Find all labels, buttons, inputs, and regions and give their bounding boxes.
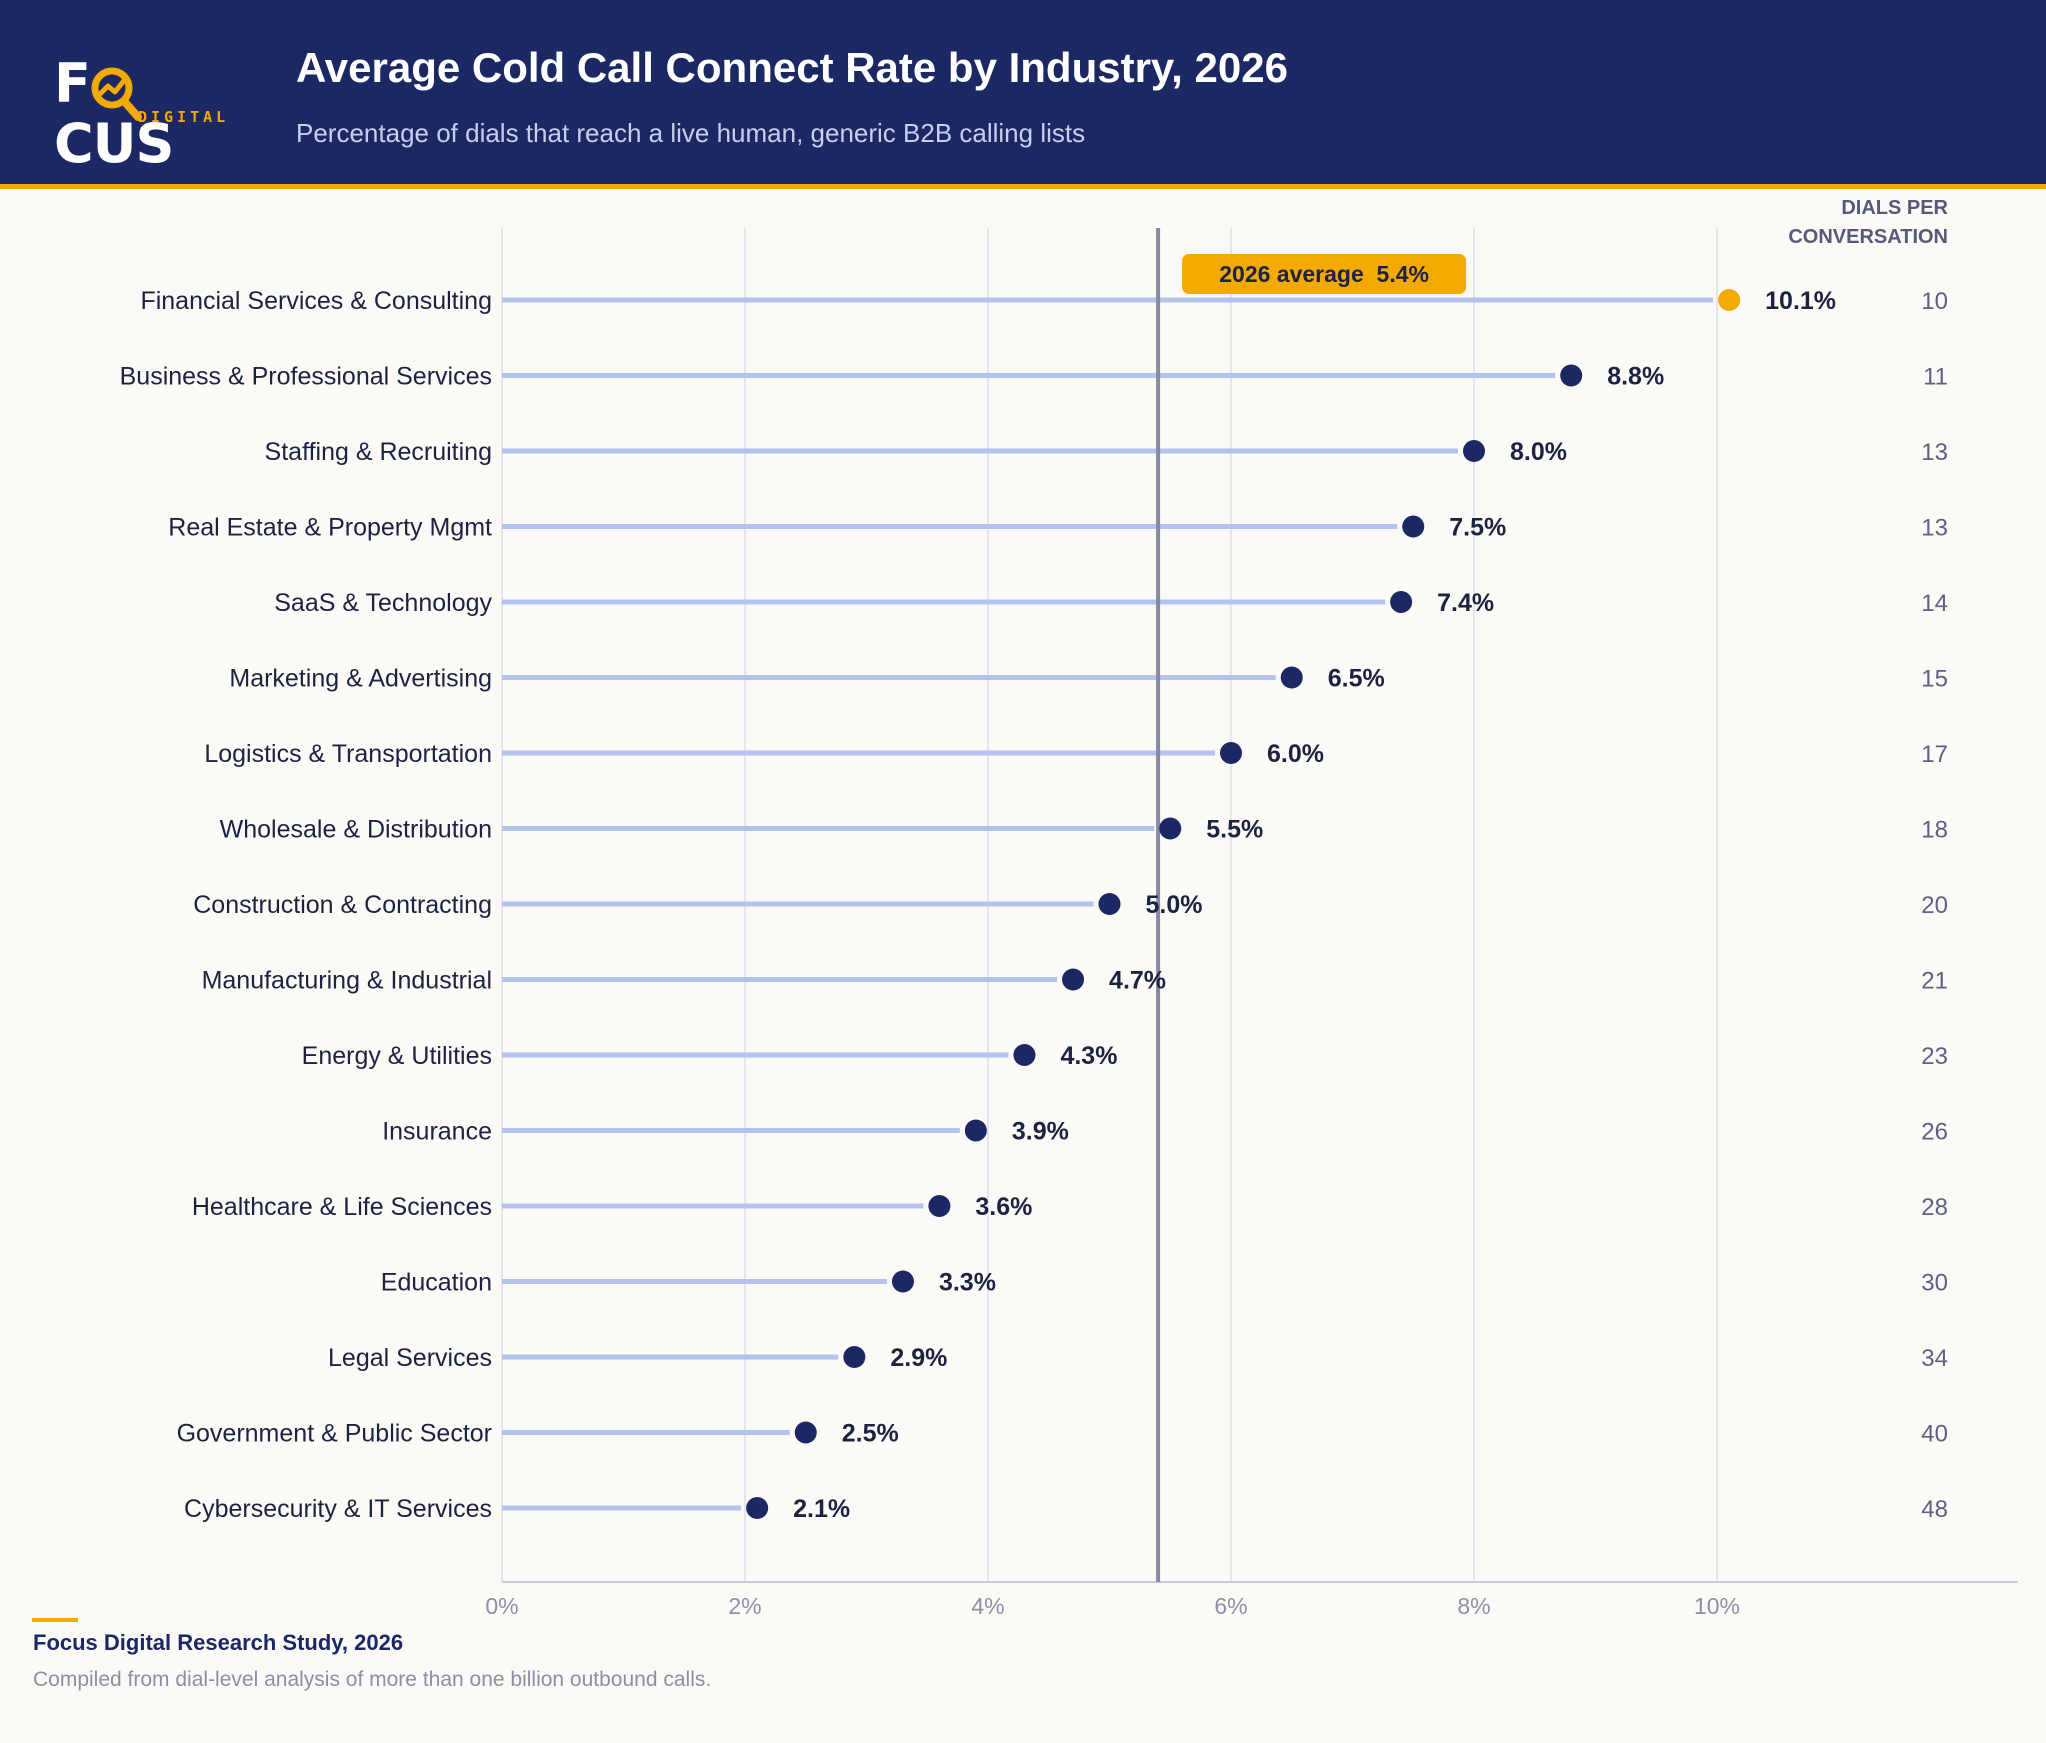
x-tick-label: 2% — [728, 1593, 761, 1619]
dials-per-conversation-value: 34 — [1921, 1345, 1948, 1372]
dials-per-conversation-value: 40 — [1921, 1421, 1948, 1448]
lollipop-dot — [1220, 742, 1242, 764]
category-label: Government & Public Sector — [177, 1420, 492, 1448]
dials-per-conversation-value: 20 — [1921, 892, 1948, 919]
category-label: Construction & Contracting — [193, 891, 492, 919]
value-label: 4.3% — [1060, 1042, 1117, 1070]
value-label: 7.4% — [1437, 589, 1494, 617]
value-label: 2.1% — [793, 1495, 850, 1523]
category-label: Wholesale & Distribution — [220, 816, 492, 844]
value-label: 5.0% — [1146, 891, 1203, 919]
lollipop-dot — [1390, 591, 1413, 613]
lollipop-dot — [794, 1421, 817, 1444]
lollipop-dot — [746, 1497, 769, 1519]
lollipop-dot — [928, 1195, 951, 1217]
lollipop-dot — [1402, 515, 1425, 538]
category-label: Marketing & Advertising — [229, 665, 492, 693]
x-tick-label: 0% — [485, 1593, 518, 1619]
lollipop-dot — [1463, 440, 1485, 462]
category-label: SaaS & Technology — [274, 589, 492, 617]
footer-title: Focus Digital Research Study, 2026 — [33, 1630, 404, 1655]
value-label: 5.5% — [1206, 816, 1263, 844]
dials-per-conversation-value: 23 — [1921, 1043, 1948, 1070]
value-label: 2.5% — [842, 1420, 899, 1448]
x-tick-label: 8% — [1457, 1593, 1490, 1619]
category-label: Staffing & Recruiting — [265, 438, 492, 466]
category-label: Manufacturing & Industrial — [202, 967, 492, 995]
logo-subtext: DIGITAL — [138, 108, 230, 126]
category-label: Healthcare & Life Sciences — [192, 1193, 492, 1221]
footer-note: Compiled from dial-level analysis of mor… — [33, 1668, 712, 1691]
dials-per-conversation-value: 28 — [1921, 1194, 1948, 1221]
category-label: Energy & Utilities — [302, 1042, 492, 1070]
lollipop-dot — [1098, 893, 1121, 915]
value-label: 3.9% — [1012, 1118, 1069, 1146]
dials-per-conversation-value: 26 — [1921, 1119, 1948, 1146]
dials-per-conversation-value: 15 — [1921, 666, 1948, 693]
dials-per-conversation-value: 10 — [1921, 288, 1948, 315]
value-label: 6.0% — [1267, 740, 1324, 768]
value-label: 4.7% — [1109, 967, 1166, 995]
x-tick-label: 4% — [971, 1593, 1004, 1619]
dials-per-conversation-value: 17 — [1921, 741, 1948, 768]
lollipop-dot — [1062, 968, 1085, 991]
value-label: 3.6% — [975, 1193, 1032, 1221]
value-label: 2.9% — [890, 1344, 947, 1372]
dials-per-conversation-value: 30 — [1921, 1270, 1948, 1297]
lollipop-dot — [1718, 289, 1741, 311]
lollipop-dot — [843, 1346, 866, 1368]
value-label: 3.3% — [939, 1269, 996, 1297]
category-label: Cybersecurity & IT Services — [184, 1495, 492, 1523]
category-label: Business & Professional Services — [120, 363, 492, 391]
lollipop-dot — [964, 1119, 987, 1142]
page-title: Average Cold Call Connect Rate by Indust… — [296, 44, 1288, 91]
value-label: 8.8% — [1607, 363, 1664, 391]
value-label: 7.5% — [1449, 514, 1506, 542]
dials-per-conversation-value: 18 — [1921, 817, 1948, 844]
page-subtitle: Percentage of dials that reach a live hu… — [296, 118, 1086, 148]
category-label: Real Estate & Property Mgmt — [168, 514, 492, 542]
value-label: 10.1% — [1765, 287, 1836, 315]
category-label: Logistics & Transportation — [204, 740, 492, 768]
category-label: Financial Services & Consulting — [140, 287, 492, 315]
footer-accent-rule — [32, 1618, 78, 1622]
dials-per-conversation-value: 14 — [1921, 590, 1948, 617]
lollipop-dot — [891, 1270, 914, 1293]
dials-column-header: CONVERSATION — [1788, 226, 1948, 248]
lollipop-dot — [1280, 666, 1303, 689]
magnifier-logo-icon — [91, 67, 142, 121]
dials-per-conversation-value: 13 — [1921, 515, 1948, 542]
dials-per-conversation-value: 21 — [1921, 968, 1948, 995]
dials-per-conversation-value: 13 — [1921, 439, 1948, 466]
focus-digital-logo: FOCUS DIGITAL — [54, 52, 230, 175]
value-label: 8.0% — [1510, 438, 1567, 466]
lollipop-dot — [1560, 364, 1583, 387]
header-banner: FOCUS DIGITAL Average Cold Call Connect … — [0, 0, 2046, 184]
category-label: Insurance — [382, 1118, 492, 1146]
value-label: 6.5% — [1328, 665, 1385, 693]
dials-per-conversation-value: 48 — [1921, 1496, 1948, 1523]
header-accent-rule — [0, 184, 2046, 189]
x-tick-label: 6% — [1214, 1593, 1247, 1619]
lollipop-dot — [1013, 1044, 1036, 1066]
dials-per-conversation-value: 11 — [1923, 364, 1948, 391]
dials-column-header: DIALS PER — [1841, 197, 1948, 219]
average-badge — [1182, 254, 1467, 294]
average-badge-label: 2026 average 5.4% — [1219, 261, 1429, 287]
category-label: Education — [381, 1269, 492, 1297]
category-label: Legal Services — [328, 1344, 492, 1372]
lollipop-dot — [1159, 817, 1182, 840]
x-tick-label: 10% — [1694, 1593, 1740, 1619]
